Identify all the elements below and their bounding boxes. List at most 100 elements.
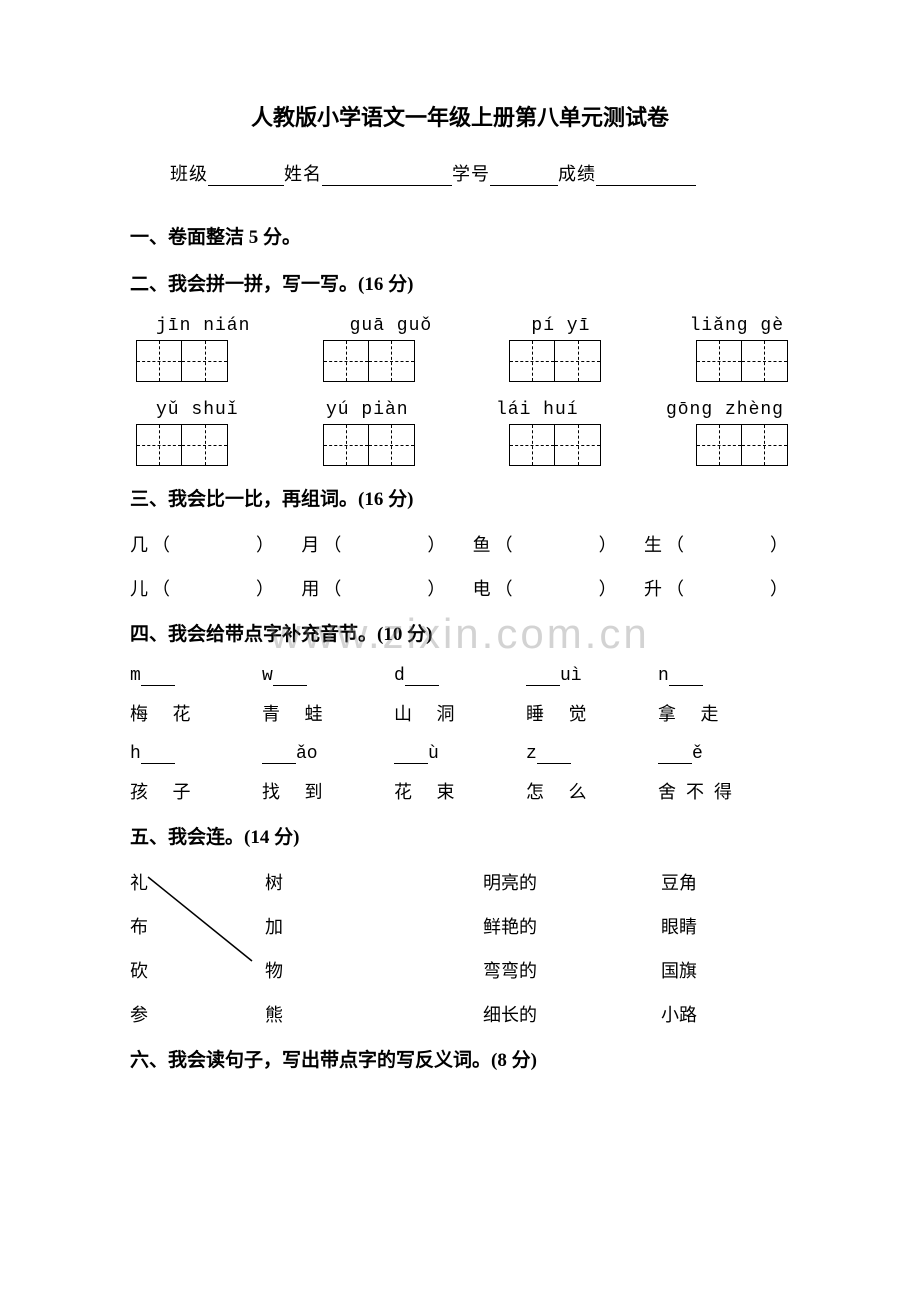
pinyin-label: yǔ shuǐ xyxy=(156,400,239,420)
q5-right[interactable]: 物 xyxy=(265,957,483,983)
q3-char: 生 xyxy=(644,531,664,557)
q4-blank[interactable] xyxy=(262,763,296,764)
q3-char: 鱼 xyxy=(473,531,493,557)
pinyin-label: liǎng gè xyxy=(690,316,784,336)
q4-pinyin-row-2: h ǎo ù z ě xyxy=(130,744,790,764)
q4-blank[interactable] xyxy=(273,685,307,686)
q4-word: 找 到 xyxy=(262,778,394,804)
q5-left[interactable]: 礼 xyxy=(130,869,265,895)
q3-char: 儿 xyxy=(130,575,150,601)
q2-box-row-1 xyxy=(130,340,790,382)
q4-blank[interactable] xyxy=(658,763,692,764)
score-blank[interactable] xyxy=(596,185,696,186)
class-blank[interactable] xyxy=(208,185,284,186)
char-box-pair[interactable] xyxy=(136,340,228,382)
char-box-pair[interactable] xyxy=(136,424,228,466)
q4-blank[interactable] xyxy=(405,685,439,686)
score-label: 成绩 xyxy=(558,164,596,184)
q5-right[interactable]: 加 xyxy=(265,913,483,939)
q3-row-2: 儿（） 用（） 电（） 升（） xyxy=(130,575,790,601)
q5-left2[interactable]: 鲜艳的 xyxy=(483,913,661,939)
pinyin-label: lái huí xyxy=(496,400,579,420)
q5-row: 参 熊 细长的 小路 xyxy=(130,1001,790,1027)
pinyin-label: pí yī xyxy=(531,316,590,336)
q5-left[interactable]: 布 xyxy=(130,913,265,939)
q5-right2[interactable]: 豆角 xyxy=(661,869,761,895)
q2-pinyin-row-1: jīn nián guā guǒ pí yī liǎng gè xyxy=(130,316,790,336)
q4-post: ě xyxy=(692,744,703,764)
q5-left2[interactable]: 明亮的 xyxy=(483,869,661,895)
q4-blank[interactable] xyxy=(526,685,560,686)
char-box-pair[interactable] xyxy=(509,424,601,466)
q5-row: 礼 树 明亮的 豆角 xyxy=(130,869,790,895)
q5-right2[interactable]: 眼睛 xyxy=(661,913,761,939)
q3-heading: 三、我会比一比，再组词。(16 分) xyxy=(130,484,790,511)
q4-words-row-2: 孩 子 找 到 花 束 怎 么 舍不得 xyxy=(130,778,790,804)
q4-word: 青 蛙 xyxy=(262,700,394,726)
q2-pinyin-row-2: yǔ shuǐ yú piàn lái huí gōng zhèng xyxy=(130,400,790,420)
q5-right2[interactable]: 国旗 xyxy=(661,957,761,983)
q5-left[interactable]: 参 xyxy=(130,1001,265,1027)
pinyin-label: gōng zhèng xyxy=(666,400,784,420)
q4-word: 梅 花 xyxy=(130,700,262,726)
q4-blank[interactable] xyxy=(141,763,175,764)
q5-right[interactable]: 树 xyxy=(265,869,483,895)
q4-pre: z xyxy=(526,744,537,764)
q1-heading: 一、卷面整洁 5 分。 xyxy=(130,222,790,249)
q3-char: 电 xyxy=(473,575,493,601)
id-blank[interactable] xyxy=(490,185,558,186)
char-box-pair[interactable] xyxy=(509,340,601,382)
q3-char: 月 xyxy=(301,531,321,557)
q5-matching: 礼 树 明亮的 豆角 布 加 鲜艳的 眼睛 砍 物 弯弯的 国旗 参 熊 细长的… xyxy=(130,869,790,1039)
q5-row: 布 加 鲜艳的 眼睛 xyxy=(130,913,790,939)
q3-char: 用 xyxy=(301,575,321,601)
q4-pre: h xyxy=(130,744,141,764)
q4-blank[interactable] xyxy=(141,685,175,686)
q2-box-row-2 xyxy=(130,424,790,466)
pinyin-label: jīn nián xyxy=(156,316,250,336)
q5-heading: 五、我会连。(14 分) xyxy=(130,822,790,849)
q3-char: 升 xyxy=(644,575,664,601)
pinyin-label: yú piàn xyxy=(326,400,409,420)
pinyin-label: guā guǒ xyxy=(350,316,433,336)
char-box-pair[interactable] xyxy=(696,340,788,382)
q5-row: 砍 物 弯弯的 国旗 xyxy=(130,957,790,983)
q2-heading: 二、我会拼一拼，写一写。(16 分) xyxy=(130,269,790,296)
q4-pre: n xyxy=(658,666,669,686)
q4-word: 舍不得 xyxy=(658,778,790,804)
q4-post: uì xyxy=(560,666,582,686)
class-label: 班级 xyxy=(170,164,208,184)
q4-pre: m xyxy=(130,666,141,686)
q4-post: ù xyxy=(428,744,439,764)
q4-heading: 四、我会给带点字补充音节。(10 分) xyxy=(130,619,790,646)
q4-blank[interactable] xyxy=(394,763,428,764)
char-box-pair[interactable] xyxy=(323,340,415,382)
q3-char: 几 xyxy=(130,531,150,557)
q4-word: 怎 么 xyxy=(526,778,658,804)
name-blank[interactable] xyxy=(322,185,452,186)
q4-pre: w xyxy=(262,666,273,686)
q4-blank[interactable] xyxy=(537,763,571,764)
page-title: 人教版小学语文一年级上册第八单元测试卷 xyxy=(130,100,790,132)
q5-right[interactable]: 熊 xyxy=(265,1001,483,1027)
q4-word: 花 束 xyxy=(394,778,526,804)
q5-left[interactable]: 砍 xyxy=(130,957,265,983)
id-label: 学号 xyxy=(452,164,490,184)
q4-pre: d xyxy=(394,666,405,686)
q6-heading: 六、我会读句子，写出带点字的写反义词。(8 分) xyxy=(130,1045,790,1072)
q4-word: 拿 走 xyxy=(658,700,790,726)
q4-blank[interactable] xyxy=(669,685,703,686)
q4-post: ǎo xyxy=(296,744,318,764)
q5-left2[interactable]: 细长的 xyxy=(483,1001,661,1027)
q4-word: 孩 子 xyxy=(130,778,262,804)
q5-left2[interactable]: 弯弯的 xyxy=(483,957,661,983)
q4-pinyin-row-1: m w d uì n xyxy=(130,666,790,686)
q4-words-row-1: 梅 花 青 蛙 山 洞 睡 觉 拿 走 xyxy=(130,700,790,726)
student-info-line: 班级姓名学号成绩 xyxy=(130,160,790,186)
q3-row-1: 几（） 月（） 鱼（） 生（） xyxy=(130,531,790,557)
q5-right2[interactable]: 小路 xyxy=(661,1001,761,1027)
char-box-pair[interactable] xyxy=(696,424,788,466)
char-box-pair[interactable] xyxy=(323,424,415,466)
q4-word: 山 洞 xyxy=(394,700,526,726)
q4-word: 睡 觉 xyxy=(526,700,658,726)
